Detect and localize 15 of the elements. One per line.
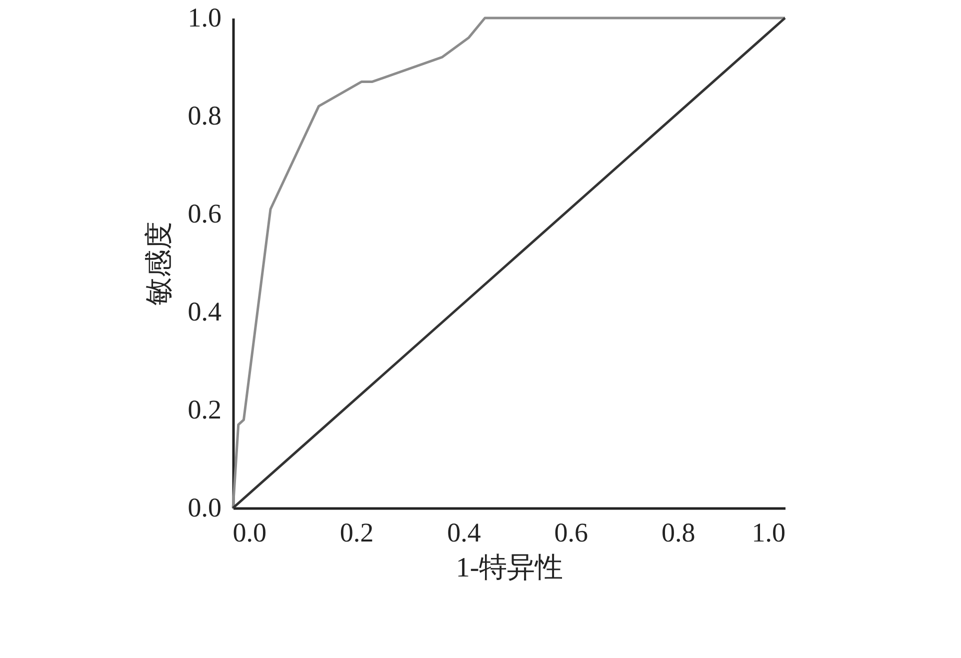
x-axis-title: 1-特异性: [456, 552, 564, 584]
x-tick-label: 0.2: [340, 518, 374, 548]
x-tick-label: 0.4: [447, 518, 482, 548]
y-tick-label: 0.2: [188, 394, 222, 424]
y-tick-label: 0.8: [188, 100, 222, 130]
x-tick-label: 0.6: [554, 518, 588, 548]
x-tick-label: 0.8: [661, 518, 696, 548]
y-axis-title: 敏感度: [144, 222, 175, 306]
x-tick-label: 0.0: [232, 518, 266, 548]
y-tick-label: 0.6: [188, 198, 222, 228]
y-tick-label: 0.4: [188, 296, 222, 326]
line-series: [232, 16, 786, 510]
y-tick-label: 1.0: [188, 2, 222, 32]
y-tick-label: 0.0: [188, 492, 222, 522]
x-tick-label: 1.0: [752, 518, 786, 548]
